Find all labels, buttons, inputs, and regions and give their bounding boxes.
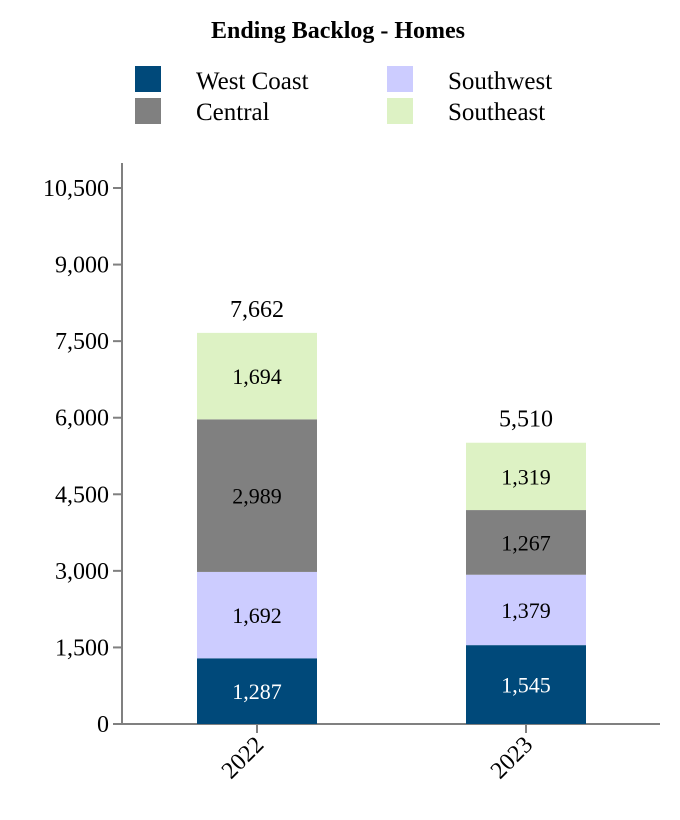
legend: West Coast Southwest Central Southeast (135, 66, 552, 126)
legend-swatch-west-coast (135, 66, 161, 92)
legend-item-west-coast: West Coast (135, 66, 309, 95)
y-tick-label: 0 (97, 712, 109, 738)
bar-segment-southeast-2022 (197, 332, 317, 420)
y-tick-label: 6,000 (55, 406, 109, 432)
legend-label-central: Central (196, 99, 270, 126)
bar-segment-west-coast-2023 (466, 645, 586, 724)
legend-label-southwest: Southwest (448, 68, 552, 95)
x-tick-label-2022: 2022 (217, 732, 269, 784)
total-label-2023: 5,510 (499, 407, 553, 433)
data-label-southeast-2023: 1,319 (501, 464, 551, 489)
data-label-central-2023: 1,267 (501, 530, 551, 555)
legend-swatch-southwest (387, 66, 413, 92)
data-label-west-coast-2023: 1,545 (501, 673, 551, 698)
bar-stack-2022: 1,287 1,692 2,989 1,694 7,662 (197, 297, 317, 724)
data-label-southwest-2023: 1,379 (501, 598, 551, 623)
bars: 1,287 1,692 2,989 1,694 7,662 1,545 1,379 1,267… (197, 297, 586, 724)
legend-label-west-coast: West Coast (196, 68, 309, 95)
legend-label-southeast: Southeast (448, 99, 545, 126)
y-tick-label: 1,500 (55, 635, 109, 661)
y-tick-label: 9,000 (55, 253, 109, 279)
chart-title: Ending Backlog - Homes (211, 18, 465, 44)
y-tick-label: 10,500 (43, 176, 109, 202)
legend-item-southwest: Southwest (387, 66, 552, 95)
bar-segment-southeast-2023 (466, 442, 586, 511)
legend-swatch-central (135, 98, 161, 124)
legend-swatch-southeast (387, 98, 413, 124)
bar-segment-southwest-2023 (466, 574, 586, 646)
bar-segment-central-2023 (466, 510, 586, 575)
y-tick-label: 3,000 (55, 559, 109, 585)
y-tick-label: 7,500 (55, 329, 109, 355)
data-label-west-coast-2022: 1,287 (232, 679, 282, 704)
bar-segment-southwest-2022 (197, 571, 317, 659)
bar-segment-central-2022 (197, 419, 317, 572)
bar-segment-west-coast-2022 (197, 658, 317, 724)
data-label-southwest-2022: 1,692 (232, 603, 282, 628)
bar-stack-2023: 1,545 1,379 1,267 1,319 5,510 (466, 407, 586, 724)
legend-item-southeast: Southeast (387, 98, 545, 126)
x-tick-label-2023: 2023 (486, 732, 538, 784)
y-tick-label: 4,500 (55, 482, 109, 508)
data-label-central-2022: 2,989 (232, 484, 282, 509)
total-label-2022: 7,662 (230, 297, 284, 323)
data-label-southeast-2022: 1,694 (232, 364, 282, 389)
legend-item-central: Central (135, 98, 270, 126)
